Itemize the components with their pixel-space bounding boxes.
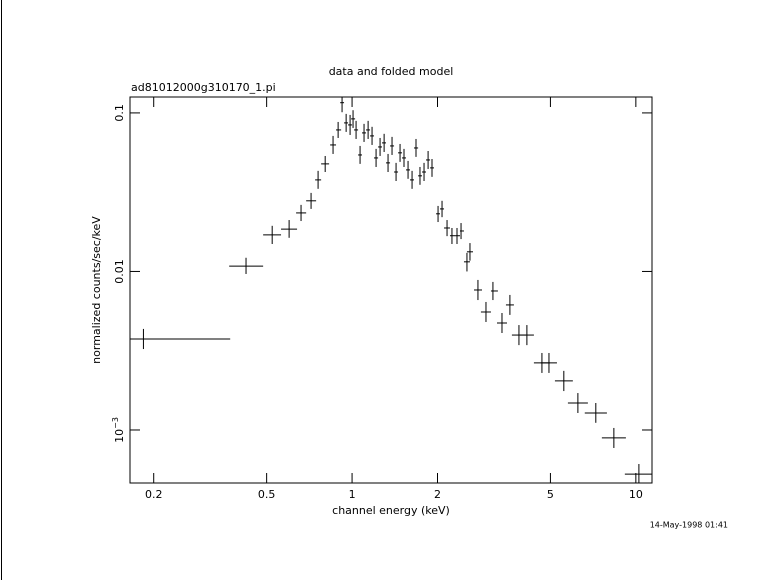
y-tick-label: 0.1	[113, 104, 126, 122]
y-tick-label: 10−3	[111, 417, 127, 443]
x-tick-label: 5	[547, 488, 554, 501]
x-tick-label: 0.5	[258, 488, 276, 501]
timestamp: 14-May-1998 01:41	[650, 521, 728, 530]
plot-frame	[129, 96, 653, 484]
y-tick-label-base: 10	[113, 429, 126, 443]
chart-title: data and folded model	[329, 65, 454, 78]
data-points	[130, 97, 652, 483]
x-tick-label: 1	[349, 488, 356, 501]
x-axis-label: channel energy (keV)	[332, 504, 450, 517]
x-tick-label: 10	[629, 488, 643, 501]
y-axis-label: normalized counts/sec/keV	[90, 216, 103, 364]
y-tick-label-exponent: −3	[111, 417, 120, 429]
x-tick-label: 0.2	[145, 488, 163, 501]
subtitle: ad81012000g310170_1.pi	[131, 81, 276, 94]
y-tick-label: 0.01	[113, 259, 126, 284]
x-tick-label: 2	[434, 488, 441, 501]
